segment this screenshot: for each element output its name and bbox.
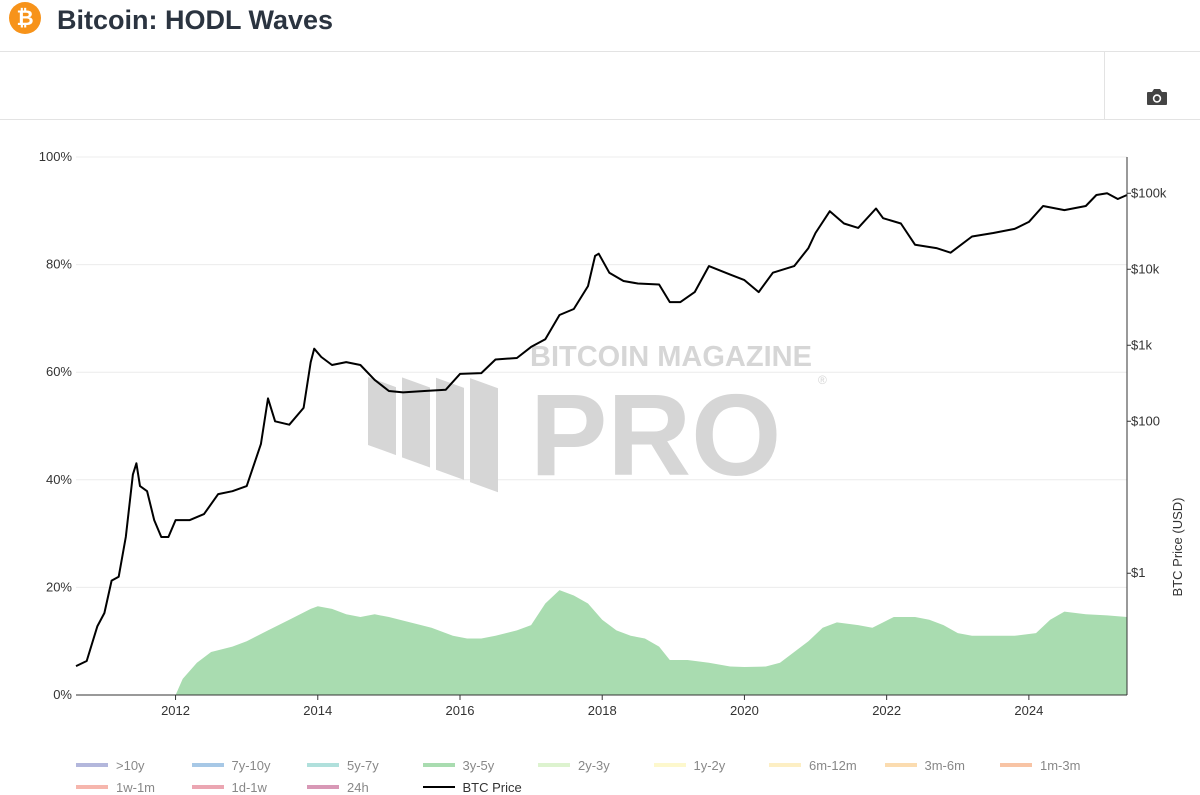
legend-swatch [769,763,801,767]
axes: 0% 20% 40% 60% 80% 100% 2012 2014 2016 2018 2020 20… [39,149,1167,718]
y-left-tick-label: 20% [46,579,72,594]
hodl-waves-chart: BITCOIN MAGAZINE PRO ® 0% 20% 40% 60% 80% 100… [39,149,1185,718]
legend-item[interactable]: 6m-12m [769,757,885,773]
legend-label: 2y-3y [578,757,610,773]
legend-item[interactable]: >10y [76,757,192,773]
x-tick-label: 2012 [161,703,190,718]
series-layer [75,192,1128,695]
legend-item[interactable]: 1d-1w [191,779,308,795]
legend-swatch [307,763,339,767]
watermark-line2: PRO [530,370,781,500]
y-right-tick-label: $1 [1131,565,1145,580]
chart-toolbar [0,52,1200,120]
legend-label: 1y-2y [693,757,726,773]
x-tick-label: 2018 [588,703,617,718]
y-right-tick-label: $10k [1131,261,1160,276]
watermark-line1: BITCOIN MAGAZINE [530,341,812,373]
x-tick-label: 2022 [872,703,901,718]
y-left-tick-label: 0% [53,687,72,702]
legend-item[interactable]: 5y-7y [307,757,423,773]
legend-swatch [538,763,570,767]
legend-label: 3y-5y [462,757,495,773]
legend-label: BTC Price [462,779,522,795]
legend-label: 1d-1w [231,779,267,795]
legend-item[interactable]: 3m-6m [884,757,1001,773]
series-area-3y-5y [76,590,1127,695]
watermark-logo-icon [368,376,498,493]
series-line-btc-price [75,192,1128,668]
legend-label: 1m-3m [1040,757,1081,773]
legend-swatch [1000,763,1032,767]
y-left-tick-label: 40% [46,472,72,487]
x-tick-label: 2014 [303,703,332,718]
watermark-registered-mark: ® [818,373,827,387]
x-tick-label: 2024 [1014,703,1043,718]
legend-label: 5y-7y [347,757,379,773]
legend-item[interactable]: 2y-3y [538,757,654,773]
legend-label: 24h [347,779,369,795]
legend-swatch [884,763,917,767]
y-right-tick-label: $1k [1131,337,1152,352]
legend-label: 3m-6m [924,757,965,773]
legend-swatch [422,763,455,767]
chart-legend: >10y 7y-10y 5y-7y 3y-5y 2y-3y 1y-2y 6m-12m 3m-6… [76,757,1176,795]
watermark: BITCOIN MAGAZINE PRO ® [368,341,827,500]
legend-swatch [191,785,224,789]
legend-item[interactable]: 3y-5y [422,757,539,773]
legend-swatch [653,763,686,767]
legend-label: 1w-1m [116,779,156,795]
y-left-tick-label: 80% [46,257,72,272]
legend-item[interactable]: 1y-2y [653,757,770,773]
legend-item[interactable]: 1m-3m [1000,757,1116,773]
camera-icon [1147,89,1167,105]
page-header: ₿ Bitcoin: HODL Waves [0,0,1200,52]
y-left-tick-label: 60% [46,364,72,379]
toolbar-divider [1104,52,1105,119]
legend-label: >10y [116,757,145,773]
download-image-button[interactable] [1144,84,1170,110]
page-title: Bitcoin: HODL Waves [57,5,334,35]
legend-swatch [191,763,224,767]
y-right-tick-label: $100k [1131,185,1167,200]
legend-item[interactable]: 24h [307,779,423,795]
right-axis-title: BTC Price (USD) [1170,498,1185,597]
legend-item[interactable]: BTC Price [422,779,539,795]
bitcoin-logo-icon: ₿ [9,2,41,34]
y-left-tick-label: 100% [39,149,73,164]
legend-item[interactable]: 7y-10y [191,757,308,773]
x-tick-label: 2016 [446,703,475,718]
legend-label: 6m-12m [809,757,857,773]
legend-item[interactable]: 1w-1m [76,779,192,795]
x-tick-label: 2020 [730,703,759,718]
legend-swatch [422,786,455,788]
legend-swatch [307,785,339,789]
legend-swatch [76,763,108,767]
legend-swatch [76,785,108,789]
y-right-tick-label: $100 [1131,413,1160,428]
legend-label: 7y-10y [231,757,271,773]
